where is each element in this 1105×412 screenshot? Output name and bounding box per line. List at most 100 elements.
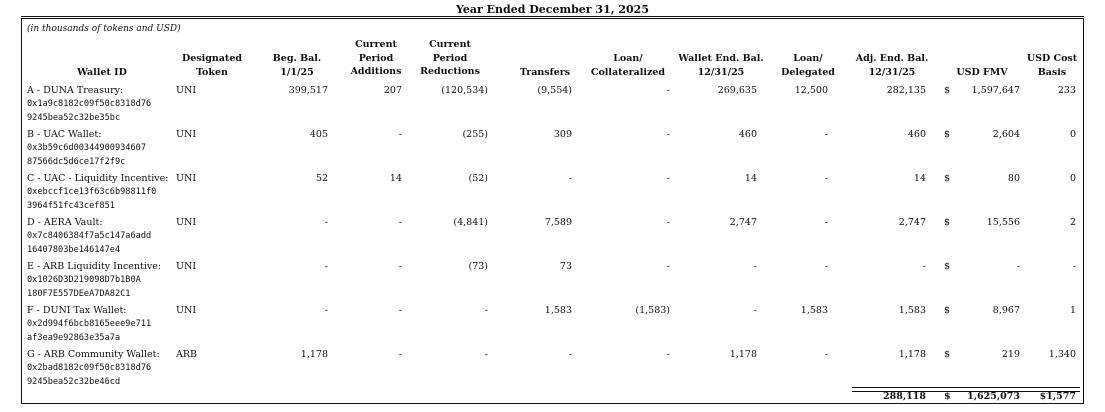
cell-transfers: 1,583 xyxy=(544,305,572,316)
cell-transfers: - xyxy=(568,349,572,360)
cell-cost: 1,340 xyxy=(1048,349,1076,360)
cell-fmv: 80 xyxy=(1007,173,1020,184)
wallet-address-line: 0x1026D3D219098D7b1B0A xyxy=(27,274,141,285)
wallet-name: G - ARB Community Wallet: xyxy=(27,349,160,360)
total-adj-end-bal: 288,118 xyxy=(883,391,926,402)
wallet-address-line: 0x2bad8182c09f50c8318d76 xyxy=(27,362,152,373)
cell-beg: 1,178 xyxy=(300,349,328,360)
cell-del: 12,500 xyxy=(794,85,828,96)
wallet-id-cell: A - DUNA Treasury: 0x1a9c8182c09f50c8318d… xyxy=(27,84,151,125)
wallet-name: F - DUNI Tax Wallet: xyxy=(27,305,127,316)
header-current-period-additions: Current Period Additions xyxy=(350,39,402,77)
header-designated-token: Designated Token xyxy=(181,53,243,78)
total-fmv-dollar-sign: $ xyxy=(944,391,951,402)
cell-wend: 1,178 xyxy=(729,349,757,360)
cell-transfers: 7,589 xyxy=(544,217,572,228)
wallet-name: C - UAC - Liquidity Incentive: xyxy=(27,173,169,184)
cell-dollar: $ xyxy=(944,261,951,272)
cell-fmv: 219 xyxy=(1001,349,1020,360)
units-note: (in thousands of tokens and USD) xyxy=(27,24,181,34)
cell-dollar: $ xyxy=(944,349,951,360)
wallet-name: A - DUNA Treasury: xyxy=(27,85,124,96)
cell-red: (255) xyxy=(462,129,488,140)
cell-cost: 0 xyxy=(1069,129,1076,140)
cell-transfers: (9,554) xyxy=(537,85,572,96)
wallet-id-cell: C - UAC - Liquidity Incentive: 0xebccf1ce… xyxy=(27,172,169,213)
cell-adj: 282,135 xyxy=(886,85,926,96)
cell-fmv: - xyxy=(1016,261,1020,272)
cell-wend: 460 xyxy=(738,129,757,140)
cell-adj: 14 xyxy=(913,173,926,184)
cell-dollar: $ xyxy=(944,85,951,96)
header-transfers: Transfers xyxy=(519,67,571,78)
cell-token: ARB xyxy=(176,349,197,360)
cell-token: UNI xyxy=(176,261,197,272)
cell-fmv: 15,556 xyxy=(986,217,1020,228)
cell-wend: 269,635 xyxy=(717,85,757,96)
total-usd-cost-basis: $1,577 xyxy=(1039,391,1076,402)
cell-wend: - xyxy=(753,261,757,272)
cell-beg: - xyxy=(324,217,328,228)
header-usd-cost-basis: USD Cost Basis xyxy=(1026,53,1078,78)
cell-loan: - xyxy=(666,217,670,228)
wallet-id-cell: D - AERA Vault: 0x7c8406384f7a5c147a6add 1… xyxy=(27,216,151,257)
cell-cost: 233 xyxy=(1057,85,1076,96)
wallet-address-line: 0x1a9c8182c09f50c8318d76 xyxy=(27,98,152,109)
wallet-address-line: 180F7E557DEeA7DA82C1 xyxy=(27,288,131,299)
cell-cost: 0 xyxy=(1069,173,1076,184)
wallet-id-cell: G - ARB Community Wallet: 0x2bad8182c09f5… xyxy=(27,348,160,389)
cell-cost: - xyxy=(1072,261,1076,272)
cell-transfers: 73 xyxy=(559,261,572,272)
cell-token: UNI xyxy=(176,305,197,316)
header-loan-collateralized: Loan/Collateralized xyxy=(590,53,666,78)
cell-token: UNI xyxy=(176,85,197,96)
cell-fmv: 1,597,647 xyxy=(971,85,1020,96)
cell-add: - xyxy=(398,349,402,360)
cell-beg: 52 xyxy=(315,173,328,184)
cell-fmv: 2,604 xyxy=(992,129,1020,140)
cell-del: - xyxy=(824,349,828,360)
cell-add: - xyxy=(398,129,402,140)
total-usd-fmv: 1,625,073 xyxy=(967,391,1020,402)
cell-cost: 2 xyxy=(1069,217,1076,228)
header-wallet-end-bal: Wallet End. Bal. 12/31/25 xyxy=(678,53,764,78)
cell-transfers: - xyxy=(568,173,572,184)
cell-del: - xyxy=(824,173,828,184)
cell-add: - xyxy=(398,261,402,272)
wallet-address-line: 0x3b59c6d00344900934607 xyxy=(27,142,146,153)
cell-loan: - xyxy=(666,173,670,184)
cell-transfers: 309 xyxy=(553,129,572,140)
header-beg-bal: Beg. Bal. 1/1/25 xyxy=(272,53,322,78)
header-wallet-id: Wallet ID xyxy=(77,67,127,78)
cell-beg: - xyxy=(324,305,328,316)
cell-beg: - xyxy=(324,261,328,272)
cell-beg: 405 xyxy=(309,129,328,140)
cell-add: 207 xyxy=(383,85,402,96)
cell-token: UNI xyxy=(176,129,197,140)
top-rule xyxy=(21,16,1084,17)
table-frame xyxy=(21,18,1084,404)
header-current-period-reductions: Current Period Reductions xyxy=(420,39,480,77)
cell-add: - xyxy=(398,217,402,228)
cell-del: 1,583 xyxy=(800,305,828,316)
cell-wend: 14 xyxy=(744,173,757,184)
cell-red: (120,534) xyxy=(441,85,488,96)
wallet-address-line: 16407803be146147e4 xyxy=(27,244,121,255)
cell-red: (4,841) xyxy=(453,217,488,228)
wallet-address-line: 0x7c8406384f7a5c147a6add xyxy=(27,230,152,241)
cell-del: - xyxy=(824,261,828,272)
cell-adj: 1,178 xyxy=(898,349,926,360)
cell-adj: 2,747 xyxy=(898,217,926,228)
wallet-address-line: af3ea9e92863e35a7a xyxy=(27,332,121,343)
cell-red: (73) xyxy=(468,261,488,272)
cell-loan: - xyxy=(666,349,670,360)
cell-fmv: 8,967 xyxy=(992,305,1020,316)
cell-wend: 2,747 xyxy=(729,217,757,228)
cell-token: UNI xyxy=(176,173,197,184)
wallet-id-cell: B - UAC Wallet: 0x3b59c6d00344900934607 87… xyxy=(27,128,146,169)
wallet-id-cell: F - DUNI Tax Wallet: 0x2d994f6bcb8165eee9… xyxy=(27,304,151,345)
wallet-name: B - UAC Wallet: xyxy=(27,129,102,140)
wallet-address-line: 3964f51fc43cef851 xyxy=(27,200,115,211)
cell-dollar: $ xyxy=(944,173,951,184)
cell-beg: 399,517 xyxy=(288,85,328,96)
